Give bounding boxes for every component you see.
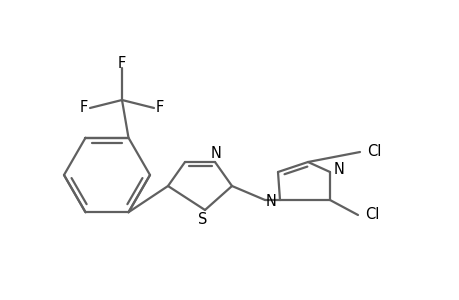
Text: F: F: [156, 100, 164, 116]
Text: N: N: [265, 194, 276, 209]
Text: F: F: [118, 56, 126, 70]
Text: Cl: Cl: [366, 145, 381, 160]
Text: Cl: Cl: [364, 208, 378, 223]
Text: N: N: [210, 146, 221, 160]
Text: N: N: [333, 163, 344, 178]
Text: F: F: [80, 100, 88, 116]
Text: S: S: [198, 212, 207, 227]
